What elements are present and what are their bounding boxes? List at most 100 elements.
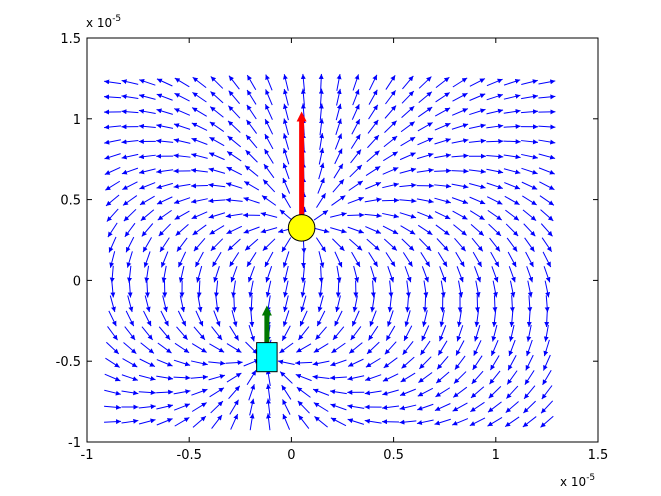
field-arrow — [104, 419, 122, 425]
field-arrow — [486, 138, 504, 144]
field-arrow — [383, 151, 399, 162]
field-arrow — [505, 401, 519, 413]
field-arrow — [368, 74, 378, 91]
field-arrow — [350, 149, 362, 164]
field-arrow — [370, 295, 376, 313]
field-arrow — [229, 399, 239, 415]
field-arrow — [156, 108, 173, 115]
field-arrow — [106, 208, 119, 222]
field-arrow — [543, 339, 550, 357]
field-arrow — [160, 310, 169, 327]
field-arrow — [385, 325, 396, 341]
field-arrow — [351, 103, 360, 120]
field-arrow — [454, 355, 466, 370]
field-arrow — [319, 132, 325, 150]
field-arrow — [506, 385, 519, 399]
field-arrow — [368, 89, 378, 105]
field-arrow — [331, 195, 346, 206]
field-arrow — [283, 295, 289, 313]
field-arrow — [469, 183, 486, 190]
field-arrow — [138, 93, 156, 100]
field-arrow — [332, 178, 345, 193]
field-arrow — [105, 194, 120, 207]
field-arrow — [191, 107, 207, 117]
field-arrow — [335, 280, 341, 298]
field-arrow — [400, 372, 416, 383]
field-arrow — [330, 417, 347, 427]
field-arrow — [524, 370, 535, 385]
field-arrow — [260, 227, 278, 234]
field-arrow — [248, 324, 255, 342]
field-arrow — [416, 198, 434, 204]
field-arrow — [488, 386, 502, 399]
field-arrow — [347, 375, 365, 381]
field-arrow — [104, 124, 122, 130]
field-arrow — [473, 266, 481, 283]
field-arrow — [261, 195, 277, 206]
field-arrow — [422, 295, 428, 313]
field-arrow — [399, 152, 416, 161]
field-arrow — [318, 118, 324, 136]
field-arrow — [335, 103, 342, 121]
field-arrow — [455, 251, 465, 268]
field-arrow — [336, 265, 342, 283]
field-arrow — [104, 139, 121, 145]
field-arrow — [527, 295, 533, 313]
field-arrow — [230, 266, 238, 283]
field-arrow — [212, 251, 222, 268]
field-arrow — [490, 251, 500, 268]
field-arrow — [366, 238, 380, 251]
field-arrow — [383, 238, 398, 251]
field-arrow — [104, 389, 121, 396]
field-arrow — [509, 280, 516, 298]
field-arrow — [440, 280, 446, 298]
field-arrow — [382, 212, 399, 219]
field-arrow — [107, 326, 118, 341]
field-arrow — [474, 310, 480, 328]
field-arrow — [249, 310, 255, 328]
field-arrow — [226, 343, 242, 353]
field-arrow — [174, 342, 190, 354]
field-arrow — [451, 153, 469, 159]
field-arrow — [503, 168, 521, 175]
field-arrow — [434, 197, 451, 204]
field-arrow — [125, 236, 135, 253]
field-arrow — [383, 357, 398, 369]
field-arrow — [243, 180, 260, 191]
field-arrow — [124, 326, 136, 341]
field-arrow — [544, 280, 551, 298]
field-arrow — [368, 325, 379, 341]
field-arrow — [330, 359, 347, 367]
field-arrow — [225, 360, 243, 366]
field-arrow — [366, 150, 380, 163]
x-scale-exponent: -5 — [586, 473, 595, 483]
field-arrow — [211, 326, 223, 341]
field-arrow — [213, 310, 221, 327]
field-arrow — [173, 359, 191, 367]
field-arrow — [139, 182, 156, 190]
field-arrow — [399, 182, 417, 188]
field-arrow — [225, 213, 243, 219]
field-arrow — [312, 388, 330, 396]
field-arrow — [538, 167, 555, 175]
field-arrow — [332, 238, 345, 252]
field-arrow — [298, 326, 310, 341]
field-arrow — [226, 151, 242, 162]
field-arrow — [541, 385, 553, 400]
field-arrow — [540, 400, 554, 414]
field-arrow — [387, 295, 393, 313]
field-arrow — [538, 139, 556, 145]
field-arrow — [210, 400, 224, 414]
field-arrow — [162, 295, 168, 313]
field-arrow — [191, 137, 208, 145]
field-arrow — [472, 355, 483, 371]
field-arrow — [196, 265, 203, 283]
field-arrow — [470, 386, 485, 399]
field-arrow — [301, 250, 307, 269]
field-arrow — [486, 108, 504, 115]
field-arrow — [174, 108, 191, 116]
field-arrow — [439, 325, 447, 342]
field-arrow — [312, 360, 330, 366]
field-arrow — [351, 251, 361, 268]
